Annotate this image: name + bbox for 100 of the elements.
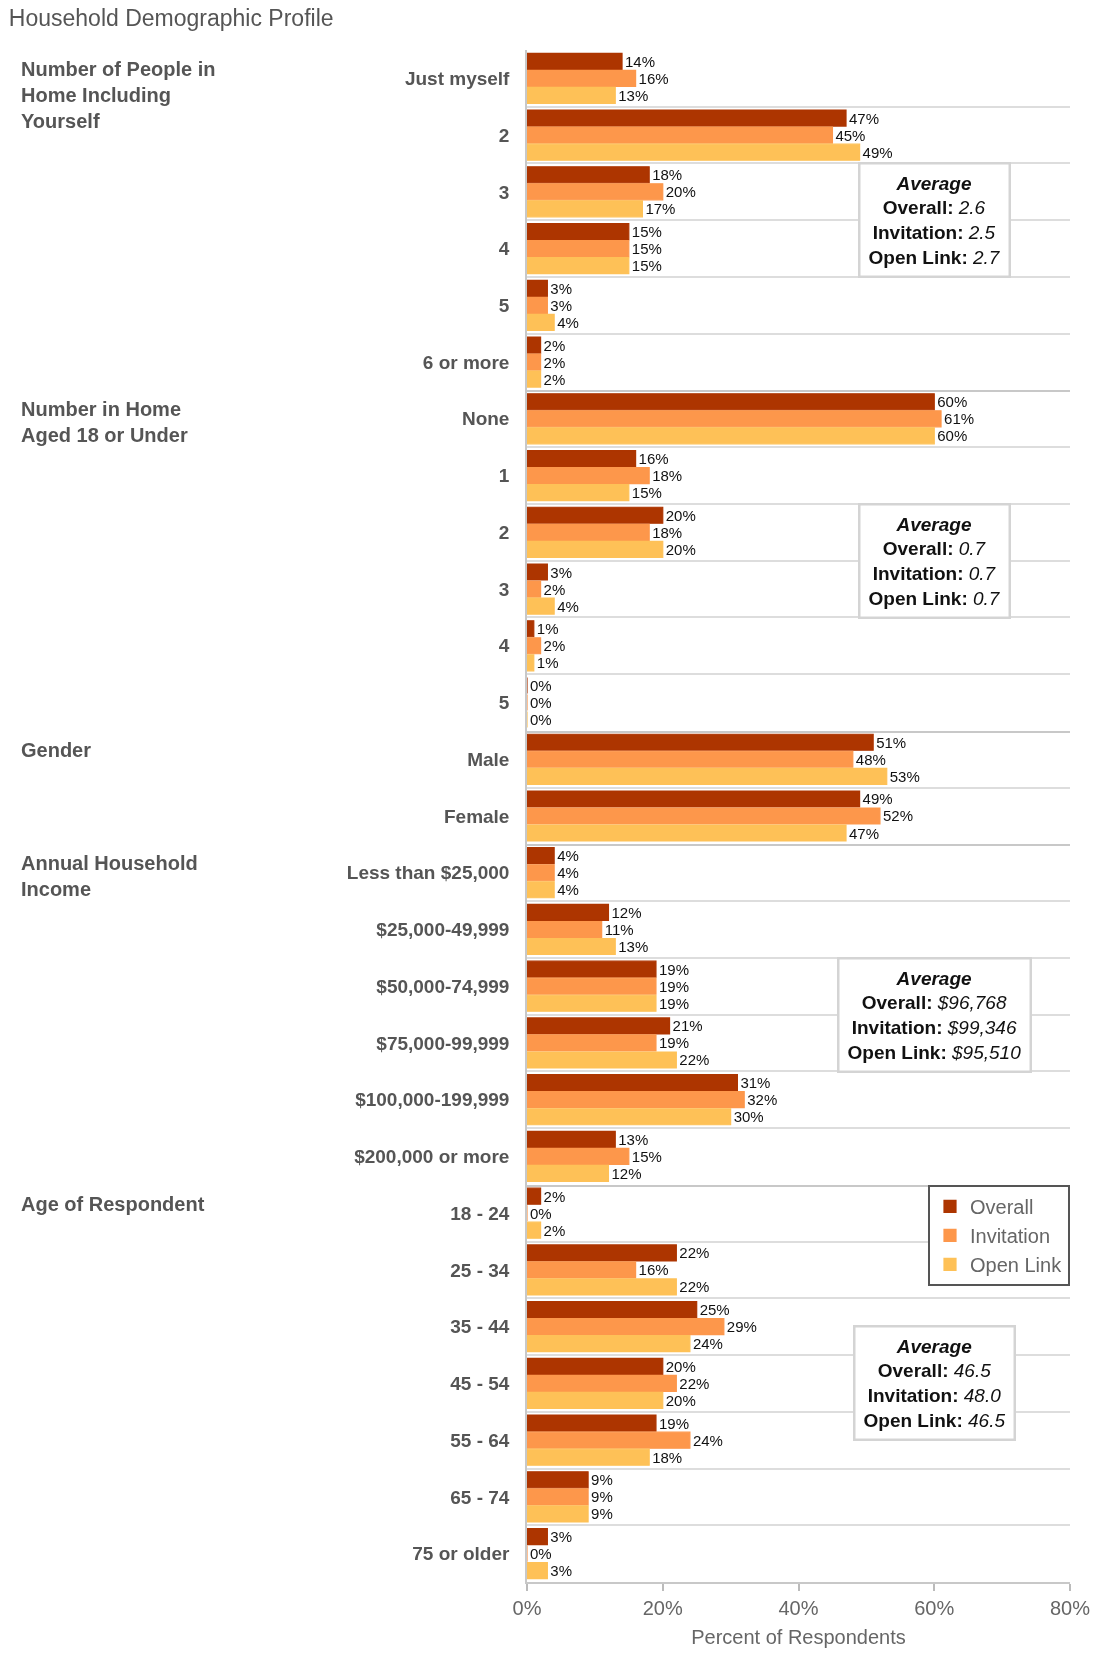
bar bbox=[527, 279, 548, 297]
data-label: 20% bbox=[665, 540, 696, 558]
bar bbox=[527, 847, 555, 865]
x-axis-title: Percent of Respondents bbox=[691, 1625, 906, 1648]
data-label: 14% bbox=[625, 52, 656, 70]
bar bbox=[527, 1391, 664, 1410]
bar bbox=[527, 597, 555, 615]
bar bbox=[527, 1164, 610, 1183]
y-tick-label: 45 - 54 bbox=[450, 1373, 510, 1395]
bar bbox=[527, 920, 603, 939]
data-label: 47% bbox=[849, 824, 880, 842]
annotation: Average Overall: 46.5 Invitation: 48.0 Open Link: 46.5 bbox=[863, 1335, 1006, 1431]
y-tick-label: 2 bbox=[498, 521, 510, 543]
y-tick-label: Just myself bbox=[404, 68, 511, 90]
bar bbox=[527, 1562, 548, 1580]
data-label: 13% bbox=[618, 86, 649, 104]
legend-label: Invitation bbox=[970, 1225, 1051, 1248]
bar bbox=[527, 1374, 677, 1392]
bar bbox=[527, 580, 542, 598]
bar bbox=[527, 410, 942, 428]
data-label: 20% bbox=[665, 506, 696, 524]
bar bbox=[527, 1414, 657, 1432]
data-label: 22% bbox=[679, 1278, 710, 1296]
y-tick-label: 65 - 74 bbox=[450, 1486, 510, 1508]
bar bbox=[527, 1034, 657, 1052]
y-tick-label: Male bbox=[467, 748, 510, 770]
y-tick-label: 75 or older bbox=[412, 1543, 511, 1565]
data-label: 9% bbox=[591, 1471, 613, 1489]
data-label: 24% bbox=[692, 1335, 723, 1353]
y-tick-label: 5 bbox=[498, 294, 510, 316]
data-label: 19% bbox=[658, 994, 689, 1012]
bar bbox=[527, 166, 650, 184]
bar bbox=[527, 126, 834, 144]
bar bbox=[527, 143, 861, 161]
bar bbox=[527, 1108, 732, 1126]
bar bbox=[527, 506, 664, 524]
bar bbox=[527, 1318, 725, 1336]
y-axis-title: Number of People in Home Including Yourself bbox=[21, 58, 216, 132]
x-tick-label: 80% bbox=[1049, 1596, 1091, 1619]
data-label: 2% bbox=[543, 1221, 566, 1239]
y-tick-label: 4 bbox=[498, 238, 510, 260]
bar bbox=[527, 1261, 637, 1279]
data-label: 22% bbox=[679, 1051, 710, 1069]
bar bbox=[527, 1091, 745, 1109]
bar bbox=[527, 1301, 698, 1319]
data-label: 0% bbox=[530, 711, 552, 729]
bar bbox=[527, 1471, 589, 1489]
data-label: 53% bbox=[889, 767, 920, 785]
bar bbox=[527, 620, 535, 638]
data-label: 12% bbox=[611, 1164, 642, 1182]
bar bbox=[527, 807, 881, 825]
bar bbox=[527, 960, 657, 978]
bar bbox=[527, 1221, 542, 1239]
y-tick-label: $100,000-199,999 bbox=[355, 1089, 510, 1111]
bar bbox=[527, 864, 555, 882]
data-label: 3% bbox=[550, 1528, 573, 1546]
x-tick-label: 60% bbox=[914, 1596, 955, 1619]
bar bbox=[527, 1187, 542, 1205]
y-tick-label: Less than $25,000 bbox=[346, 862, 510, 884]
x-tick-label: 0% bbox=[512, 1596, 542, 1619]
data-label: 60% bbox=[937, 393, 968, 411]
data-label: 32% bbox=[747, 1091, 778, 1109]
data-label: 4% bbox=[557, 847, 579, 865]
y-tick-label: 5 bbox=[498, 692, 510, 714]
data-label: 3% bbox=[550, 1562, 573, 1580]
y-tick-label: $75,000-99,999 bbox=[376, 1032, 510, 1054]
bar bbox=[527, 1505, 589, 1523]
y-tick-label: Female bbox=[443, 805, 510, 827]
bar bbox=[527, 523, 650, 541]
data-label: 49% bbox=[862, 790, 893, 808]
y-axis-title: Annual Household Income bbox=[21, 852, 198, 900]
data-label: 31% bbox=[740, 1074, 771, 1092]
data-label: 60% bbox=[937, 427, 968, 445]
data-label: 0% bbox=[530, 676, 552, 694]
data-label: 47% bbox=[849, 109, 880, 127]
bar bbox=[527, 427, 935, 445]
text: Household Demographic Profile bbox=[8, 5, 334, 32]
data-label: 16% bbox=[638, 1261, 669, 1279]
y-tick-label: 2 bbox=[498, 124, 510, 146]
data-label: 4% bbox=[557, 313, 579, 331]
bar bbox=[527, 1147, 630, 1166]
data-label: 13% bbox=[618, 1130, 649, 1148]
y-tick-label: 6 or more bbox=[422, 351, 510, 373]
bar bbox=[527, 222, 630, 241]
y-axis-title: Number in Home Aged 18 or Under bbox=[21, 398, 188, 446]
data-label: 3% bbox=[550, 296, 573, 314]
data-label: 3% bbox=[550, 563, 573, 581]
bar bbox=[527, 1488, 589, 1506]
bar bbox=[527, 540, 664, 558]
bar bbox=[527, 1244, 677, 1262]
bar bbox=[527, 296, 548, 314]
data-label: 2% bbox=[543, 637, 566, 655]
data-label: 4% bbox=[557, 597, 579, 615]
y-tick-label: $50,000-74,999 bbox=[376, 975, 510, 997]
data-label: 51% bbox=[876, 733, 907, 751]
data-label: 20% bbox=[665, 1357, 696, 1375]
bar bbox=[527, 733, 874, 751]
data-label: 18% bbox=[652, 523, 683, 541]
bar bbox=[527, 86, 616, 104]
bar bbox=[527, 313, 555, 331]
